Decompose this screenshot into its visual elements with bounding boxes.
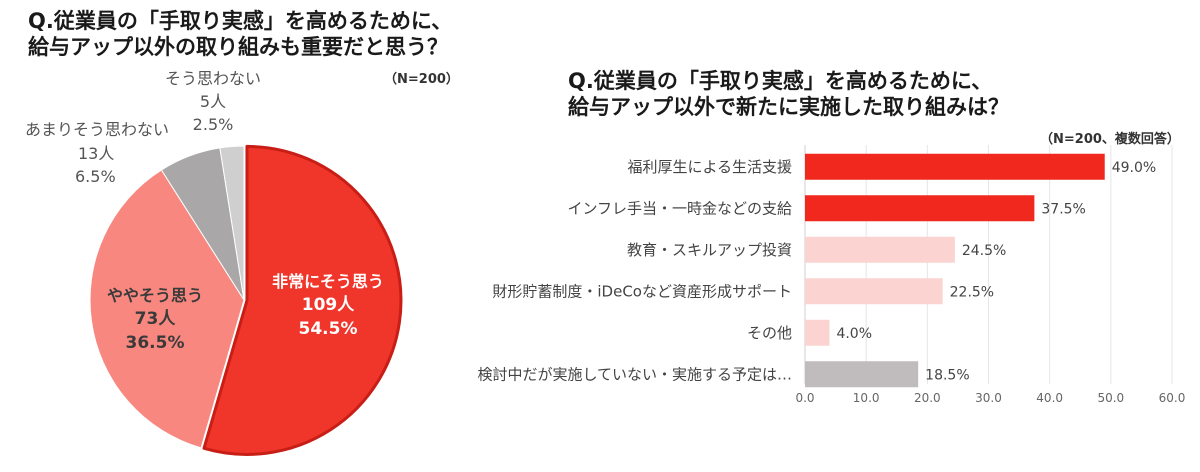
pie-label-1-percent: 54.5% xyxy=(299,319,358,339)
pie-label-4-count: 5人 xyxy=(200,92,226,111)
bar-title-line-2: 給与アップ以外で新たに実施した取り組みは？ xyxy=(568,95,1009,119)
pie-label-2-percent: 36.5% xyxy=(126,333,185,353)
pie-label-3-name: あまりそう思わない xyxy=(25,120,169,139)
bar-value-label-1: 49.0% xyxy=(1112,160,1156,176)
pie-chart-title: Q.従業員の「手取り実感」を高めるために、 給与アップ以外の取り組みも重要だと思… xyxy=(28,8,498,60)
bar-category-label-6: 検討中だが実施していない・実施する予定は… xyxy=(477,365,792,383)
pie-sample-note: （N=200） xyxy=(384,72,459,87)
pie-slice-1 xyxy=(202,144,403,456)
pie-title-line-2: 給与アップ以外の取り組みも重要だと思う？ xyxy=(28,35,448,59)
bar-6 xyxy=(805,361,919,388)
bar-3 xyxy=(805,236,955,263)
bar-xtick-0: 0.0 xyxy=(795,391,814,405)
bar-value-label-3: 24.5% xyxy=(962,243,1006,259)
bar-2 xyxy=(805,195,1035,222)
bar-category-label-1: 福利厚生による生活支援 xyxy=(627,158,792,176)
bar-chart-title: Q.従業員の「手取り実感」を高めるために、 給与アップ以外で新たに実施した取り組… xyxy=(568,68,1038,120)
bar-category-label-4: 財形貯蓄制度・iDeCoなど資産形成サポート xyxy=(492,282,792,300)
bar-1 xyxy=(805,153,1105,180)
bar-xtick-3: 30.0 xyxy=(975,391,1002,405)
bar-value-label-6: 18.5% xyxy=(925,367,969,383)
bar-xtick-1: 10.0 xyxy=(853,391,880,405)
bar-title-line-1: Q.従業員の「手取り実感」を高めるために、 xyxy=(568,69,993,93)
pie-label-2-count: 73人 xyxy=(135,309,177,329)
bar-sample-note: （N=200、複数回答） xyxy=(1040,132,1180,147)
bar-value-label-4: 22.5% xyxy=(950,284,994,300)
pie-title-line-1: Q.従業員の「手取り実感」を高めるために、 xyxy=(28,9,453,33)
pie-label-3-percent: 6.5% xyxy=(75,167,116,186)
bar-category-label-5: その他 xyxy=(747,324,792,342)
bar-category-label-3: 教育・スキルアップ投資 xyxy=(627,241,792,259)
pie-label-1-count: 109人 xyxy=(302,295,355,315)
pie-label-3-count: 13人 xyxy=(78,144,114,163)
bar-xtick-2: 20.0 xyxy=(914,391,941,405)
bar-xtick-4: 40.0 xyxy=(1036,391,1063,405)
bar-category-label-2: インフレ手当・一時金などの支給 xyxy=(567,199,792,217)
pie-label-4-percent: 2.5% xyxy=(193,115,234,134)
pie-label-2-name: ややそう思う xyxy=(107,286,203,305)
bar-4 xyxy=(805,278,943,305)
pie-label-1-name: 非常にそう思う xyxy=(272,272,384,291)
pie-label-4-name: そう思わない xyxy=(165,69,261,88)
bar-value-label-2: 37.5% xyxy=(1041,201,1085,217)
bar-xtick-6: 60.0 xyxy=(1159,391,1186,405)
bar-xtick-5: 50.0 xyxy=(1097,391,1124,405)
bar-value-label-5: 4.0% xyxy=(836,326,872,342)
bar-5 xyxy=(805,319,830,346)
pie-slice-4 xyxy=(219,145,245,301)
